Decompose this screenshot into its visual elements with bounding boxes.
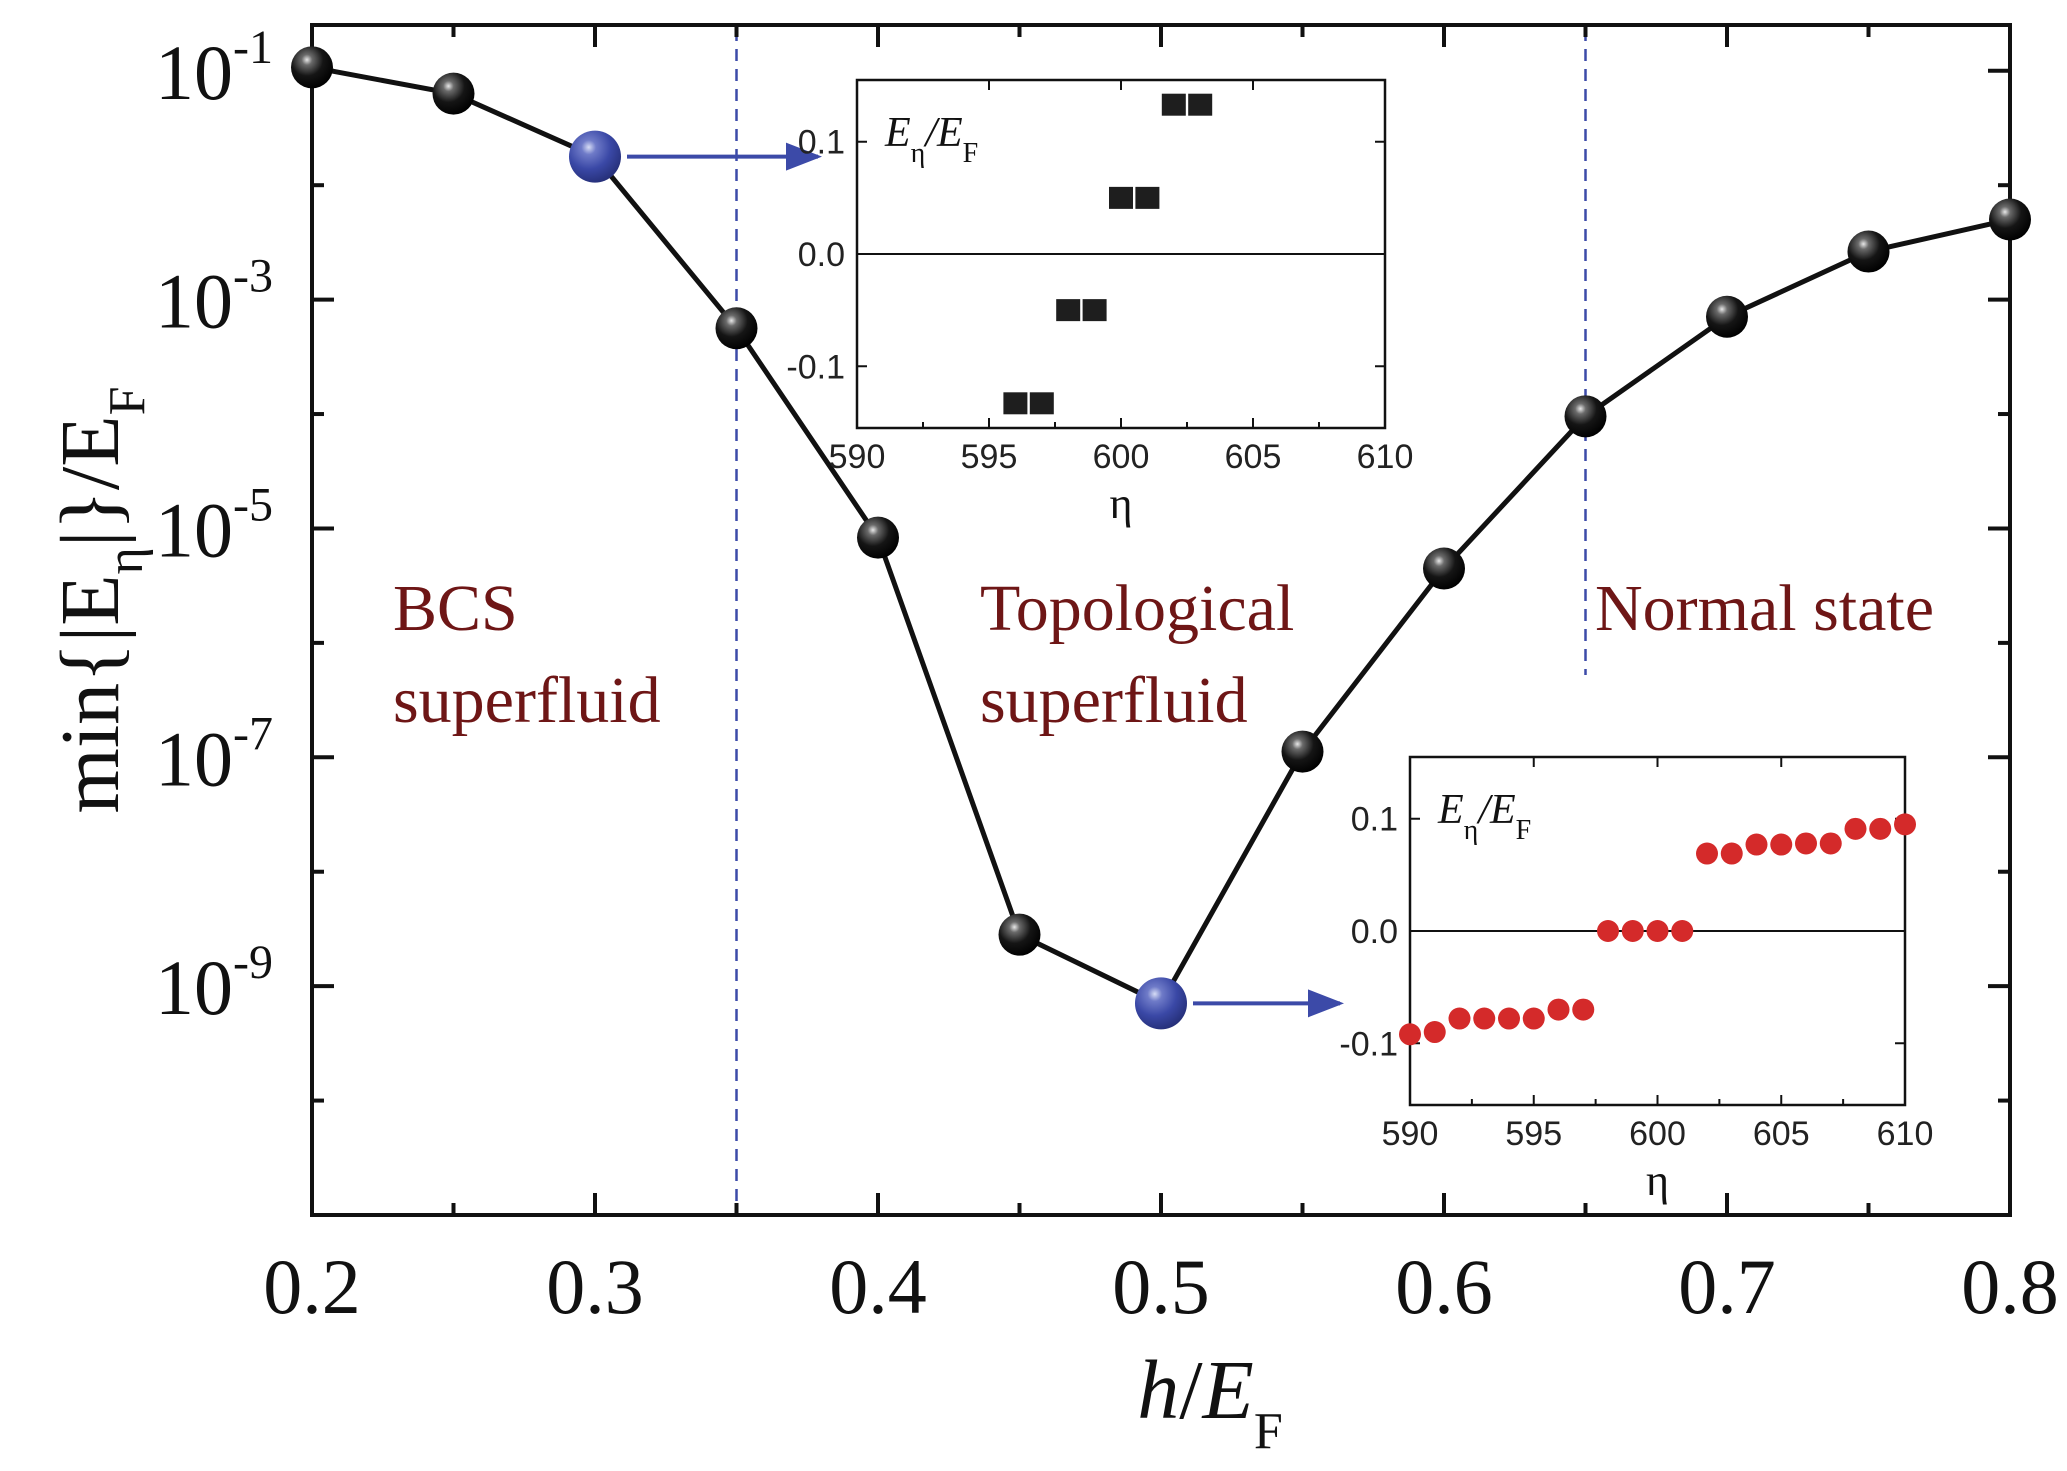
y-tick-label: 10-5 (155, 478, 273, 573)
phase-boundaries (735, 29, 1587, 1213)
inset-x-axis-title: η (1109, 479, 1132, 528)
region-label-bcs: BCS (393, 572, 518, 645)
inset-data-point (1161, 93, 1186, 116)
main-plot: 0.2 0.3 0.4 0.5 0.6 0.7 0.8 10-110-310-510-710… (155, 21, 2059, 1330)
data-point (432, 72, 475, 115)
inset-data-point (1621, 920, 1644, 942)
inset-data-point (1894, 813, 1916, 836)
inset-data-point (1547, 998, 1570, 1021)
data-point (1847, 230, 1890, 273)
inset-data-point (1423, 1021, 1446, 1044)
y-tick-label: 10-3 (155, 250, 273, 345)
x-tick-label: 0.4 (829, 1243, 927, 1330)
inset-data-point (1597, 920, 1619, 942)
inset-y-tick-label: 0.1 (1351, 801, 1398, 839)
inset-x-tick-label: 600 (1629, 1115, 1686, 1153)
inset-data-point (1109, 186, 1133, 209)
inset-arrows (627, 142, 1344, 1018)
inset-x-tick-label: 590 (829, 438, 886, 476)
inset-x-tick-label: 605 (1225, 438, 1282, 476)
x-axis-ticks: 0.2 0.3 0.4 0.5 0.6 0.7 0.8 (263, 25, 2059, 1330)
y-axis-title: min{|Eη|}/EF (44, 386, 156, 813)
data-point (1564, 395, 1607, 438)
inset-x-tick-label: 610 (1877, 1115, 1934, 1153)
inset-data-point (1720, 842, 1743, 865)
y-tick-label: 10-9 (155, 936, 273, 1031)
region-label-normal: Normal state (1595, 572, 1934, 645)
inset-x-axis-title: η (1646, 1156, 1669, 1205)
inset-data-point (1572, 998, 1595, 1021)
bottom-inset: 590 595 600 605 610 -0.1 0.0 0.1 η Eη/EF (1339, 755, 1934, 1205)
inset-data-point (1770, 833, 1793, 856)
inset-x-tick-label: 595 (961, 438, 1018, 476)
inset-data-point (1745, 833, 1768, 856)
inset-data-point (1844, 817, 1867, 840)
inset-y-tick-label: 0.0 (1351, 913, 1398, 951)
inset-data-point (1399, 1023, 1421, 1046)
inset-y-tick-label: 0.0 (798, 236, 845, 274)
top-inset: 590 595 600 605 610 -0.1 0.0 0.1 η Eη/EF (786, 78, 1414, 528)
data-point (1281, 730, 1324, 773)
inset-x-tick-label: 605 (1753, 1115, 1810, 1153)
x-tick-label: 0.2 (263, 1243, 361, 1330)
inset-data-point (1646, 920, 1669, 942)
x-tick-label: 0.5 (1112, 1243, 1210, 1330)
inset-y-tick-label: -0.1 (1339, 1025, 1398, 1063)
data-point (1423, 547, 1465, 590)
inset-data-point (1188, 93, 1213, 116)
highlighted-data-point (1135, 977, 1187, 1030)
data-point (857, 516, 899, 559)
data-point (1989, 198, 2031, 241)
inset-y-tick-label: 0.1 (798, 124, 845, 162)
inset-x-tick-label: 610 (1357, 438, 1414, 476)
inset-y-tick-label: -0.1 (786, 348, 845, 386)
y-tick-label: 10-7 (155, 707, 273, 802)
inset-data-point (1671, 920, 1694, 942)
x-tick-label: 0.8 (1961, 1243, 2059, 1330)
inset-data-point (1473, 1007, 1496, 1030)
inset-x-tick-label: 600 (1093, 438, 1150, 476)
x-tick-label: 0.3 (546, 1243, 644, 1330)
data-point (1706, 295, 1748, 338)
x-tick-label: 0.6 (1395, 1243, 1493, 1330)
y-axis-ticks: 10-1 10-3 10-5 10-7 10-9 (155, 21, 2010, 1103)
inset-data-point (1498, 1007, 1520, 1030)
region-label-topological: Topological (980, 572, 1294, 645)
inset-data-point (1696, 842, 1718, 865)
inset-x-tick-label: 595 (1505, 1115, 1562, 1153)
region-label-topological-line2: superfluid (980, 664, 1248, 737)
data-points (291, 46, 2031, 1030)
inset-y-axis-label: Eη/EF (1437, 787, 1531, 846)
data-point (715, 307, 758, 350)
inset-data-point (1135, 186, 1160, 209)
inset-data-point (1869, 817, 1892, 840)
inset-data-point (1056, 299, 1081, 322)
x-axis-title: h/EF (1137, 1344, 1283, 1460)
inset-data-point (1003, 392, 1028, 415)
y-tick-label: 10-1 (155, 21, 273, 116)
inset-data-point (1522, 1007, 1545, 1030)
inset-x-tick-label: 590 (1382, 1115, 1439, 1153)
inset-data-point (1029, 392, 1054, 415)
inset-y-axis-label: Eη/EF (884, 110, 978, 169)
x-tick-label: 0.7 (1678, 1243, 1776, 1330)
inset-data-point (1795, 832, 1817, 855)
inset-data-point (1819, 832, 1842, 855)
data-point (998, 913, 1041, 956)
inset-data-point (1082, 299, 1107, 322)
data-point (291, 46, 333, 89)
inset-data-point (1448, 1007, 1471, 1030)
region-label-bcs-line2: superfluid (393, 664, 661, 737)
highlighted-data-point (569, 130, 621, 183)
